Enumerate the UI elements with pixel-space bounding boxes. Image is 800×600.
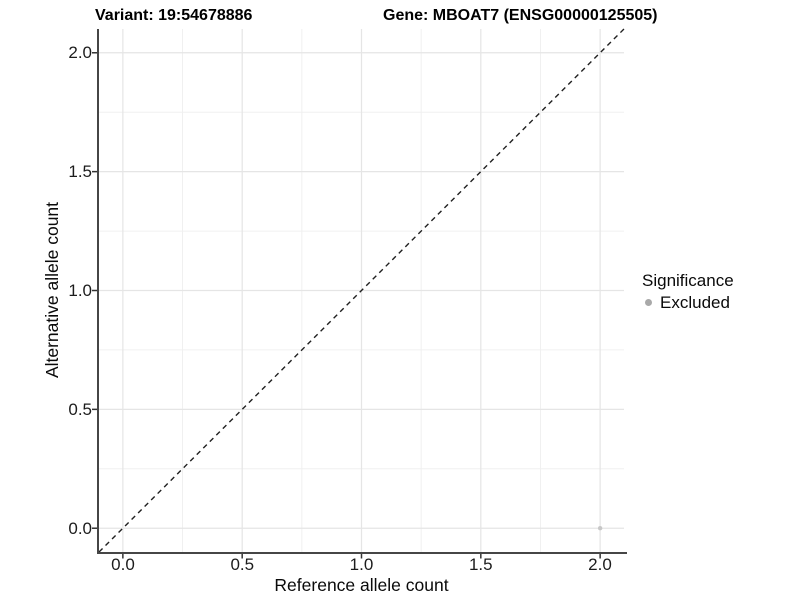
y-tick-label: 0.0 (68, 518, 92, 538)
legend-item-excluded: Excluded (642, 293, 734, 313)
plot-panel (92, 28, 625, 559)
x-axis-title: Reference allele count (274, 575, 449, 595)
gene-title: Gene: MBOAT7 (ENSG00000125505) (383, 7, 658, 24)
x-tick-label: 0.0 (111, 555, 135, 574)
y-axis-line (97, 29, 99, 554)
legend-item-label: Excluded (660, 293, 730, 312)
legend: Significance Excluded (642, 271, 734, 313)
x-tick-label: 0.5 (230, 555, 255, 574)
variant-title: Variant: 19:54678886 (95, 7, 253, 24)
y-tick-label: 2.0 (68, 43, 92, 62)
x-axis-line (97, 552, 627, 554)
legend-title: Significance (642, 271, 734, 290)
y-axis-title: Alternative allele count (42, 201, 62, 379)
identity-dashed-line (98, 28, 625, 553)
y-tick-label: 0.5 (68, 399, 92, 419)
y-tick-label: 1.5 (68, 162, 92, 181)
data-point (597, 526, 603, 531)
y-tick-label: 1.0 (68, 280, 92, 300)
excluded-point-icon (645, 299, 652, 306)
x-tick-label: 1.5 (468, 555, 493, 574)
x-tick-label: 1.0 (349, 555, 374, 574)
x-tick-label: 2.0 (588, 555, 612, 574)
plot-canvas (92, 28, 625, 559)
